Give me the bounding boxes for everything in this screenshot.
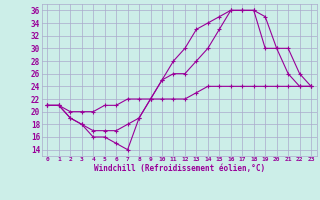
X-axis label: Windchill (Refroidissement éolien,°C): Windchill (Refroidissement éolien,°C) (94, 164, 265, 173)
